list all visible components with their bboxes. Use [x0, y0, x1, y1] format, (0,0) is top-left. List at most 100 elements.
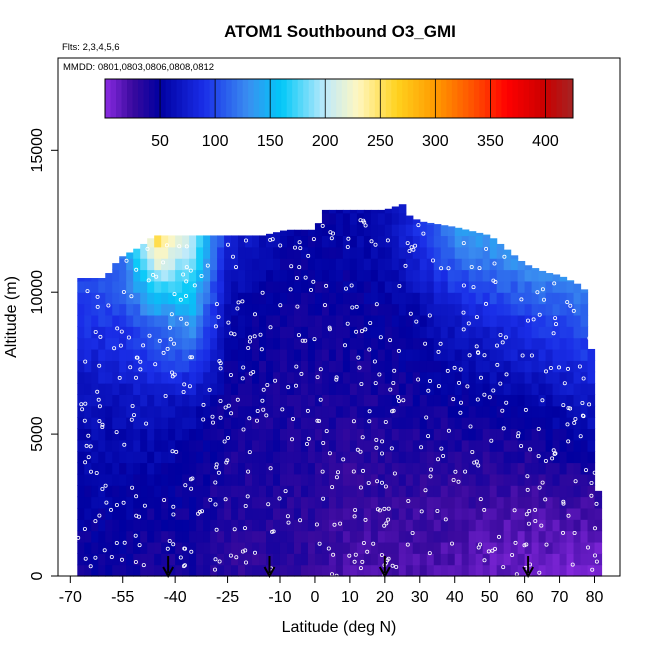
- curtain-cell: [531, 462, 540, 475]
- curtain-cell: [168, 405, 176, 418]
- curtain-cell: [419, 473, 428, 486]
- observation-point: [289, 437, 294, 442]
- curtain-cell: [196, 348, 204, 361]
- observation-point: [342, 343, 347, 348]
- curtain-cell: [531, 473, 540, 486]
- curtain-cell: [531, 553, 540, 566]
- curtain-cell: [293, 258, 302, 271]
- curtain-cell: [224, 258, 232, 271]
- curtain-cell: [119, 428, 127, 441]
- observation-point: [537, 485, 542, 490]
- curtain-cell: [349, 246, 358, 259]
- curtain-cell: [461, 394, 470, 407]
- curtain-cell: [405, 303, 414, 316]
- curtain-cell: [440, 473, 449, 486]
- curtain-cell: [245, 326, 253, 339]
- curtain-cell: [154, 451, 162, 464]
- curtain-cell: [161, 507, 169, 520]
- curtain-cell: [238, 280, 246, 293]
- curtain-cell: [168, 473, 176, 486]
- curtain-cell: [363, 485, 372, 498]
- observation-point: [500, 340, 505, 345]
- curtain-cell: [342, 209, 351, 214]
- curtain-cell: [573, 371, 582, 384]
- curtain-cell: [538, 405, 547, 418]
- observation-point: [114, 430, 119, 435]
- observation-point: [297, 265, 302, 270]
- curtain-cell: [203, 553, 211, 566]
- curtain-cell: [279, 530, 288, 543]
- curtain-cell: [266, 246, 274, 259]
- curtain-cell: [580, 348, 589, 361]
- curtain-cell: [363, 473, 372, 486]
- curtain-cell: [573, 496, 582, 509]
- curtain-cell: [489, 292, 498, 305]
- curtain-cell: [440, 246, 449, 259]
- curtain-cell: [545, 326, 554, 339]
- curtain-cell: [84, 451, 92, 464]
- curtain-cell: [328, 269, 337, 282]
- observation-point: [468, 424, 473, 429]
- curtain-cell: [594, 519, 603, 532]
- curtain-cell: [440, 235, 449, 248]
- curtain-cell: [510, 292, 519, 305]
- curtain-cell: [77, 485, 85, 498]
- curtain-cell: [168, 519, 176, 532]
- curtain-cell: [545, 292, 554, 305]
- curtain-cell: [370, 473, 379, 486]
- curtain-cell: [77, 530, 85, 543]
- curtain-cell: [300, 462, 309, 475]
- curtain-cell: [224, 394, 232, 407]
- curtain-cell: [279, 564, 288, 577]
- curtain-cell: [126, 269, 134, 282]
- curtain-cell: [328, 360, 337, 373]
- curtain-cell: [426, 519, 435, 532]
- observation-point: [557, 365, 562, 370]
- curtain-cell: [300, 348, 309, 361]
- curtain-cell: [314, 462, 323, 475]
- curtain-cell: [279, 303, 288, 316]
- curtain-cell: [426, 405, 435, 418]
- curtain-cell: [231, 496, 239, 509]
- curtain-cell: [182, 496, 190, 509]
- curtain-cell: [384, 326, 393, 339]
- flight-arrow-head: [263, 566, 276, 579]
- curtain-cell: [342, 553, 351, 566]
- observation-point: [210, 414, 215, 419]
- observation-point: [543, 497, 548, 502]
- observation-point: [378, 335, 383, 340]
- curtain-cell: [566, 553, 575, 566]
- curtain-cell: [496, 405, 505, 418]
- curtain-cell: [370, 553, 379, 566]
- curtain-cell: [398, 360, 407, 373]
- curtain-cell: [210, 451, 218, 464]
- curtain-cell: [105, 439, 113, 452]
- curtain-cell: [559, 462, 568, 475]
- curtain-cell: [545, 371, 554, 384]
- observation-point: [572, 531, 577, 536]
- curtain-cell: [300, 541, 309, 554]
- curtain-cell: [468, 439, 477, 452]
- curtain-cell: [356, 507, 365, 520]
- observation-point: [138, 367, 143, 372]
- curtain-cell: [286, 553, 295, 566]
- observation-point: [363, 223, 368, 228]
- curtain-cell: [426, 258, 435, 271]
- curtain-cell: [531, 383, 540, 395]
- observation-point: [573, 416, 578, 421]
- curtain-cell: [231, 451, 239, 464]
- curtain-cell: [524, 265, 533, 271]
- curtain-cell: [342, 371, 351, 384]
- curtain-cell: [328, 462, 337, 475]
- curtain-cell: [468, 258, 477, 271]
- curtain-cell: [224, 496, 232, 509]
- curtain-cell: [370, 292, 379, 305]
- colorbar-swatch: [182, 79, 189, 118]
- curtain-cell: [587, 417, 596, 430]
- curtain-cell: [286, 371, 295, 384]
- curtain-cell: [545, 553, 554, 566]
- colorbar-swatch: [385, 79, 392, 118]
- curtain-cell: [573, 428, 582, 441]
- curtain-cell: [433, 507, 442, 520]
- curtain-cell: [433, 280, 442, 293]
